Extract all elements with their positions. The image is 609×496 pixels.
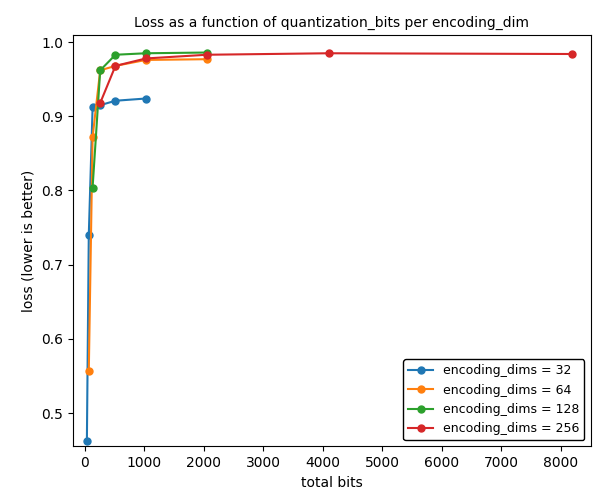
encoding_dims = 128 xyxy=(112,52,119,58)
encoding_dims = 64 xyxy=(143,57,150,63)
encoding_dims = 256 xyxy=(569,51,576,57)
Line: encoding_dims = 128: encoding_dims = 128 xyxy=(89,49,210,191)
encoding_dims = 32 xyxy=(85,232,93,238)
encoding_dims = 128 xyxy=(203,50,211,56)
encoding_dims = 32 xyxy=(97,102,104,108)
encoding_dims = 64 xyxy=(89,134,96,140)
encoding_dims = 128 xyxy=(143,50,150,56)
encoding_dims = 64 xyxy=(97,67,104,73)
encoding_dims = 32 xyxy=(83,438,91,444)
encoding_dims = 32 xyxy=(112,98,119,104)
encoding_dims = 32 xyxy=(89,105,96,111)
encoding_dims = 256 xyxy=(143,56,150,62)
Line: encoding_dims = 256: encoding_dims = 256 xyxy=(97,50,576,107)
encoding_dims = 64 xyxy=(85,369,93,374)
Legend: encoding_dims = 32, encoding_dims = 64, encoding_dims = 128, encoding_dims = 256: encoding_dims = 32, encoding_dims = 64, … xyxy=(403,360,585,440)
encoding_dims = 128 xyxy=(89,185,96,190)
Line: encoding_dims = 64: encoding_dims = 64 xyxy=(85,56,210,375)
encoding_dims = 32 xyxy=(143,96,150,102)
Line: encoding_dims = 32: encoding_dims = 32 xyxy=(83,95,149,445)
encoding_dims = 64 xyxy=(112,63,119,69)
encoding_dims = 256 xyxy=(97,100,104,106)
encoding_dims = 256 xyxy=(112,63,119,69)
encoding_dims = 256 xyxy=(325,50,333,56)
encoding_dims = 64 xyxy=(203,56,211,62)
Y-axis label: loss (lower is better): loss (lower is better) xyxy=(22,170,36,311)
Title: Loss as a function of quantization_bits per encoding_dim: Loss as a function of quantization_bits … xyxy=(135,15,529,30)
encoding_dims = 128 xyxy=(97,67,104,73)
X-axis label: total bits: total bits xyxy=(301,476,363,490)
encoding_dims = 256 xyxy=(203,52,211,58)
